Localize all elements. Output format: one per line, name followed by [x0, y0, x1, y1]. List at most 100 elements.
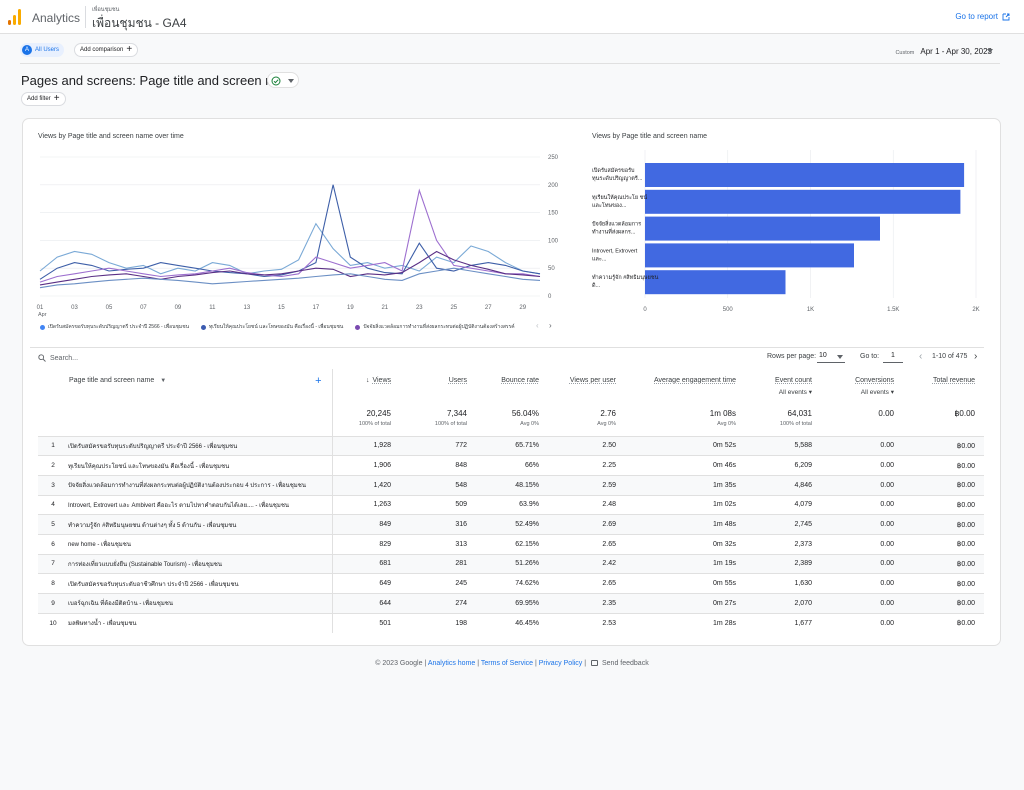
rows-per-page-select[interactable]: 10 — [817, 352, 845, 363]
table-row[interactable]: 9 เบอร์ฉุกเฉิน ที่ต้องมีติดบ้าน - เพื่อนช… — [38, 593, 984, 614]
terms-link[interactable]: Terms of Service — [480, 660, 534, 667]
go-to-report-link[interactable]: Go to report — [955, 12, 1010, 21]
conversion-filter-select[interactable]: All events ▾ — [821, 388, 894, 396]
legend-item[interactable]: ทุเรียนให้คุณประโยชน์ และโทษของมัน คือเร… — [201, 322, 343, 332]
event-filter-select[interactable]: All events ▾ — [745, 388, 812, 396]
page-title-cell[interactable]: ทำความรู้จัก #สิทธิมนุษยชน ด้านต่างๆ ทั้… — [68, 514, 333, 535]
next-page-icon[interactable]: › — [974, 351, 978, 362]
total-cell: 0.00 — [878, 409, 894, 418]
metric-cell: 74.62% — [476, 573, 548, 594]
legend-prev-icon[interactable]: ‹ — [536, 321, 539, 330]
x-tick-label: 1K — [807, 307, 814, 313]
bounce-rate-header[interactable]: Bounce rate — [476, 369, 548, 405]
plus-icon: + — [126, 44, 133, 55]
x-tick-label: 25 — [450, 305, 457, 311]
legend-dot — [355, 324, 361, 330]
category-label: เปิดรับสมัครขอรับทุนระดับปริญญาตรี... — [592, 167, 643, 182]
go-to-input[interactable]: 1 — [883, 352, 903, 363]
table-row[interactable]: 6 new home - เพื่อนชุมชน 829 313 62.15% 2.65 0… — [38, 533, 984, 555]
page-title-cell[interactable]: ปัจจัยสิ่งแวดล้อมการทำงานที่ส่งผลกระทบต่… — [68, 474, 333, 496]
prev-page-icon[interactable]: ‹ — [919, 351, 923, 362]
avg-engagement-header[interactable]: Average engagement time — [625, 369, 745, 405]
users-header[interactable]: Users — [400, 369, 476, 405]
table-search[interactable]: Search... — [38, 354, 78, 362]
add-filter-button[interactable]: Add filter + — [21, 92, 66, 106]
page-title-cell[interactable]: new home - เพื่อนชุมชน — [68, 533, 333, 555]
x-tick-label: 21 — [381, 305, 388, 311]
report-status-menu[interactable] — [267, 72, 299, 88]
metric-cell: 69.95% — [476, 593, 548, 614]
views-per-user-header[interactable]: Views per user — [548, 369, 625, 405]
privacy-link[interactable]: Privacy Policy — [538, 660, 583, 667]
segment-chip-all-users[interactable]: A All Users — [20, 43, 65, 57]
y-tick-label: 200 — [548, 183, 559, 189]
page-title-cell[interactable]: Introvert, Extrovert และ Ambivert คืออะไ… — [68, 494, 333, 515]
search-icon — [38, 354, 46, 362]
category-label-line: Introvert, Extrovert — [592, 248, 638, 254]
line-chart-legend[interactable]: เปิดรับสมัครขอรับทุนระดับปริญญาตรี ประจำ… — [40, 322, 528, 332]
legend-item[interactable]: เปิดรับสมัครขอรับทุนระดับปริญญาตรี ประจำ… — [40, 322, 189, 332]
conversions-header[interactable]: Conversions All events ▾ — [821, 369, 903, 405]
analytics-logo-icon[interactable] — [8, 9, 22, 25]
table-row[interactable]: 2 ทุเรียนให้คุณประโยชน์ และโทษของมัน คือเ… — [38, 455, 984, 476]
page-title-cell[interactable]: การท่องเที่ยวแบบยั่งยืน (Sustainable Tou… — [68, 553, 333, 574]
add-comparison-button[interactable]: Add comparison + — [74, 43, 139, 57]
segment-label: All Users — [35, 47, 60, 53]
bar-chart[interactable]: 0 500 1K 1.5K 2Kเปิดรับสมัครขอรับทุนระดับปริ… — [0, 0, 980, 313]
table-row[interactable]: 10 มลพิษทางน้ำ - เพื่อนชุมชน 501 198 46.45% 2… — [38, 612, 984, 633]
metric-cell: 313 — [400, 533, 476, 555]
x-tick-label: 11 — [209, 305, 216, 311]
legend-item[interactable]: ปัจจัยสิ่งแวดล้อมการทำงานที่ส่งผลกระทบต่… — [355, 322, 515, 332]
bar — [645, 243, 854, 268]
table-row[interactable]: 4 Introvert, Extrovert และ Ambivert คืออะ… — [38, 494, 984, 515]
row-index: 2 — [38, 455, 68, 476]
property-name[interactable]: เพื่อนชุมชน - GA4 — [92, 16, 187, 30]
send-feedback-link[interactable]: Send feedback — [601, 660, 649, 667]
header-label: Average engagement time — [654, 377, 736, 384]
page-range: 1-10 of 475 — [932, 353, 968, 360]
analytics-home-link[interactable]: Analytics home — [427, 660, 476, 667]
table-row[interactable]: 7 การท่องเที่ยวแบบยั่งยืน (Sustainable To… — [38, 553, 984, 574]
row-index: 8 — [38, 573, 68, 594]
date-range-picker[interactable]: Custom Apr 1 - Apr 30, 2023 — [895, 47, 992, 56]
table-row[interactable]: 8 เปิดรับสมัครขอรับทุนระดับอาชีวศึกษา ประ… — [38, 573, 984, 594]
caret-down-icon: ▼ — [160, 378, 167, 384]
event-count-header[interactable]: Event count All events ▾ — [745, 369, 821, 405]
table-row[interactable]: 3 ปัจจัยสิ่งแวดล้อมการทำงานที่ส่งผลกระทบต… — [38, 474, 984, 496]
line-chart[interactable]: 250 200 150 100 50 0 01 03 05 07 09 11 13 15 17 19 21 23 2… — [0, 0, 559, 318]
metric-cell: 316 — [400, 514, 476, 535]
feedback-icon — [591, 660, 599, 666]
total-revenue-header[interactable]: Total revenue — [903, 369, 984, 405]
page-title-cell[interactable]: ทุเรียนให้คุณประโยชน์ และโทษของมัน คือเร… — [68, 455, 333, 476]
page-title-cell[interactable]: มลพิษทางน้ำ - เพื่อนชุมชน — [68, 612, 333, 633]
caret-down-icon[interactable] — [987, 49, 993, 53]
total-cell: 56.04% Avg 0% — [511, 409, 539, 427]
metric-cell: 1m 48s — [625, 514, 745, 535]
search-input[interactable]: Search... — [50, 354, 79, 362]
table-row[interactable]: 5 ทำความรู้จัก #สิทธิมนุษยชน ด้านต่างๆ ทั… — [38, 514, 984, 535]
metric-cell: 0.00 — [821, 553, 903, 574]
caret-down-icon: ▾ — [808, 389, 812, 396]
metric-cell: 2.59 — [548, 474, 625, 496]
metric-cell: 2.65 — [548, 533, 625, 555]
header-label: Event count — [775, 377, 812, 384]
views-header[interactable]: ↓ Views — [332, 369, 400, 405]
page-title-cell[interactable]: เปิดรับสมัครขอรับทุนระดับปริญญาตรี ประจำ… — [68, 435, 333, 456]
table-row[interactable]: 1 เปิดรับสมัครขอรับทุนระดับปริญญาตรี ประจ… — [38, 435, 984, 456]
x-tick-label: 19 — [347, 305, 354, 311]
y-tick-label: 150 — [548, 211, 559, 217]
rows-per-page-value: 10 — [819, 352, 827, 359]
footer: © 2023 Google | Analytics home | Terms o… — [375, 660, 649, 667]
page-title-cell[interactable]: เบอร์ฉุกเฉิน ที่ต้องมีติดบ้าน - เพื่อนชุ… — [68, 593, 333, 614]
metric-cell: 2,745 — [745, 514, 821, 535]
row-index: 9 — [38, 593, 68, 614]
metric-cell: 2.65 — [548, 573, 625, 594]
metric-cell: ฿0.00 — [903, 514, 984, 535]
legend-next-icon[interactable]: › — [549, 321, 552, 330]
account-name[interactable]: เพื่อนชุมชน — [92, 7, 120, 13]
y-tick-label: 100 — [548, 238, 559, 244]
metric-cell: 509 — [400, 494, 476, 515]
page-title-cell[interactable]: เปิดรับสมัครขอรับทุนระดับอาชีวศึกษา ประจ… — [68, 573, 333, 594]
dimension-header[interactable]: Page title and screen name ▼ + — [38, 369, 333, 405]
add-dimension-icon[interactable]: + — [315, 375, 322, 387]
